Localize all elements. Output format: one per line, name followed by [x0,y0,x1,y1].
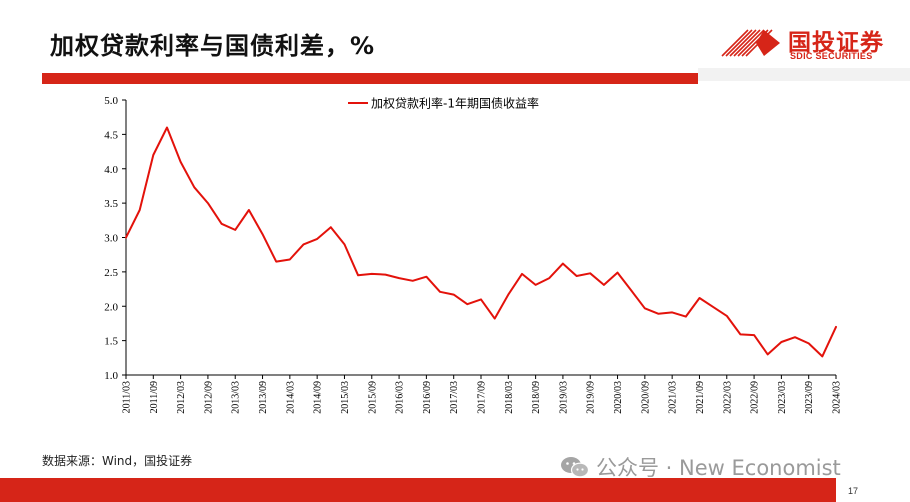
company-logo: 国投证券 SDIC SECURITIES [718,22,898,66]
wechat-icon [561,457,590,478]
x-tick-label: 2012/09 [203,381,214,414]
spread-line-chart: 1.01.52.02.53.03.54.04.55.0 2011/03 2011/… [104,95,843,414]
y-tick-label: 4.0 [104,164,118,176]
y-tick-label: 4.5 [104,129,118,141]
x-axis-ticks: 2011/03 2011/09 2012/03 2012/09 2013/03 2013/… [122,375,843,414]
x-tick-label: 2020/03 [613,381,624,414]
x-tick-label: 2022/03 [722,381,733,414]
x-tick-label: 2018/09 [531,381,542,414]
x-tick-label: 2019/09 [586,381,597,414]
y-tick-label: 5.0 [104,95,118,107]
logo-english-name: SDIC SECURITIES [790,51,873,61]
x-tick-label: 2020/09 [640,381,651,414]
footer-red-bar [0,478,836,502]
page-title: 加权贷款利率与国债利差，% [50,32,376,60]
watermark-text: 公众号 · New Economist [596,456,841,480]
x-tick-label: 2015/03 [340,381,351,414]
x-tick-label: 2011/09 [149,381,160,413]
x-tick-label: 2021/09 [695,381,706,414]
y-tick-label: 1.0 [104,370,118,382]
y-tick-label: 3.0 [104,233,118,245]
chart-legend: 加权贷款利率-1年期国债收益率 [348,96,539,111]
x-tick-label: 2012/03 [176,381,187,414]
series-layer [125,126,837,358]
chart-axes [125,100,836,376]
legend-label: 加权贷款利率-1年期国债收益率 [371,96,539,111]
x-tick-label: 2023/09 [804,381,815,414]
y-tick-label: 2.5 [104,267,118,279]
logo-stripes-icon [721,29,780,57]
x-tick-label: 2013/03 [231,381,242,414]
x-tick-label: 2015/09 [367,381,378,414]
y-axis-ticks: 1.0 1.5 2.0 2.5 3.0 3.5 4.0 4.5 5.0 [104,95,126,382]
series-line [125,126,837,358]
x-tick-label: 2013/09 [258,381,269,414]
x-tick-label: 2014/03 [285,381,296,414]
y-tick-label: 1.5 [104,336,118,348]
x-tick-label: 2011/03 [122,381,133,413]
x-tick-label: 2021/03 [668,381,679,414]
x-tick-label: 2017/09 [477,381,488,414]
x-tick-label: 2022/09 [750,381,761,414]
page-number: 17 [848,486,859,496]
watermark: 公众号 · New Economist [560,452,841,482]
x-tick-label: 2019/03 [558,381,569,414]
y-tick-label: 2.0 [104,301,118,313]
data-source-note: 数据来源：Wind，国投证券 [42,454,193,468]
x-tick-label: 2024/03 [832,381,843,414]
x-tick-label: 2017/03 [449,381,460,414]
x-tick-label: 2023/03 [777,381,788,414]
y-tick-label: 3.5 [104,198,118,210]
logo-chinese-name: 国投证券 [788,30,884,56]
x-tick-label: 2016/09 [422,381,433,414]
x-tick-label: 2018/03 [504,381,515,414]
header-grey-bar [698,68,910,81]
x-tick-label: 2014/09 [313,381,324,414]
x-tick-label: 2016/03 [395,381,406,414]
header-red-bar [42,73,698,84]
